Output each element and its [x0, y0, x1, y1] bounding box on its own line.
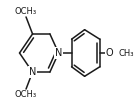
Text: N: N [55, 48, 62, 58]
Text: CH₃: CH₃ [118, 49, 134, 57]
Text: N: N [29, 67, 36, 77]
Text: O: O [106, 48, 113, 58]
Text: OCH₃: OCH₃ [15, 7, 37, 16]
Text: OCH₃: OCH₃ [15, 90, 37, 99]
